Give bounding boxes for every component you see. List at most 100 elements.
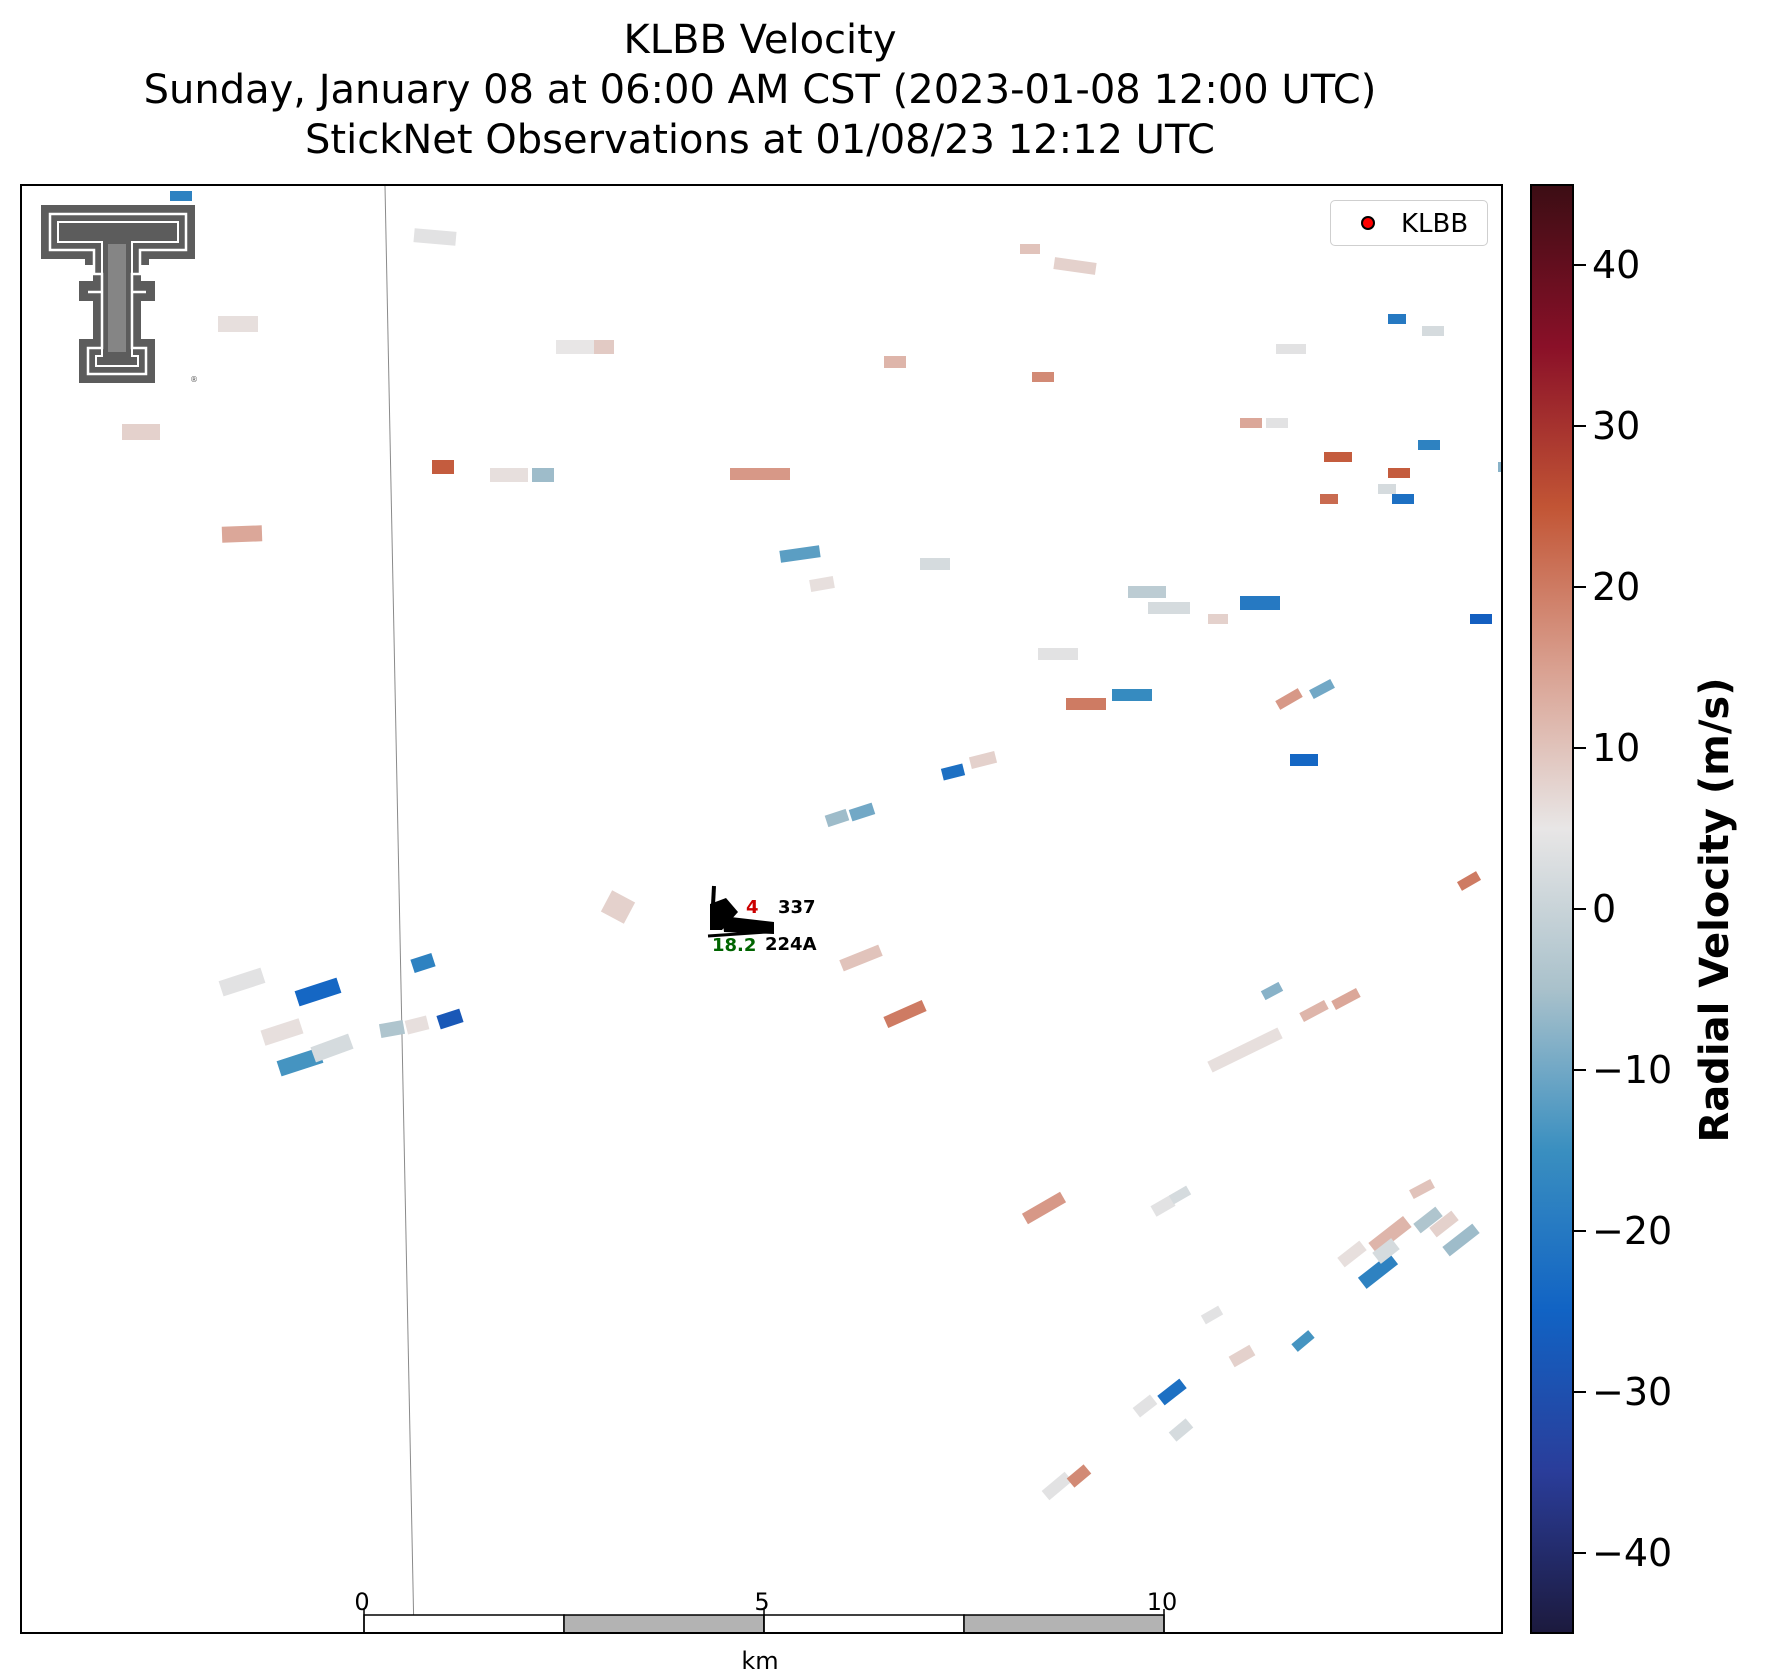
radar-gate bbox=[260, 1018, 304, 1046]
radar-map[interactable]: 4 337 18.2 224A ® KLBB bbox=[20, 184, 1503, 1634]
radar-gate bbox=[1266, 418, 1288, 428]
chart-subtitle-time: Sunday, January 08 at 06:00 AM CST (2023… bbox=[143, 67, 1377, 113]
radar-gate bbox=[968, 751, 998, 769]
radar-gate bbox=[1038, 648, 1078, 660]
radar-gate bbox=[1240, 418, 1262, 428]
sticknet-station-plot[interactable] bbox=[707, 885, 774, 938]
radar-gate bbox=[122, 424, 160, 440]
radar-gate bbox=[1320, 494, 1338, 504]
county-boundary-line bbox=[384, 186, 415, 1632]
colorbar-tick bbox=[1574, 1391, 1586, 1394]
radar-gate bbox=[1128, 586, 1166, 598]
radar-gate bbox=[436, 1008, 464, 1030]
radar-gate bbox=[883, 999, 927, 1029]
radar-gate bbox=[779, 545, 821, 563]
radar-gate bbox=[221, 525, 263, 543]
radar-gate bbox=[839, 944, 883, 972]
radar-gate bbox=[294, 977, 342, 1007]
radar-gate bbox=[1168, 1185, 1192, 1205]
radar-gate bbox=[532, 468, 554, 482]
radar-gate bbox=[1132, 1394, 1158, 1418]
radar-gate bbox=[1442, 1223, 1480, 1257]
radar-gate bbox=[1240, 596, 1280, 610]
map-legend: KLBB bbox=[1330, 200, 1488, 246]
radar-gate bbox=[1148, 602, 1190, 614]
radar-gate bbox=[1290, 754, 1318, 766]
radar-gate bbox=[410, 952, 436, 974]
radar-gate bbox=[1388, 468, 1410, 478]
radar-gate bbox=[1032, 372, 1054, 382]
radar-gate bbox=[432, 460, 454, 474]
colorbar-tick-label: −40 bbox=[1592, 1531, 1673, 1576]
colorbar-tick-label: 0 bbox=[1592, 887, 1617, 931]
radar-gate bbox=[1299, 1000, 1329, 1022]
colorbar-tick bbox=[1574, 746, 1586, 749]
radar-gate bbox=[1276, 344, 1306, 354]
radar-gate bbox=[1357, 1253, 1399, 1289]
radar-gate bbox=[920, 558, 950, 570]
svg-text:®: ® bbox=[190, 375, 198, 384]
radar-gate bbox=[1041, 1471, 1073, 1501]
colorbar-tick bbox=[1574, 1552, 1586, 1555]
radar-gate bbox=[884, 356, 906, 368]
radar-gate bbox=[1021, 1191, 1067, 1225]
radar-gate bbox=[1200, 1305, 1224, 1325]
radar-gate bbox=[404, 1015, 430, 1035]
radar-gate bbox=[1409, 1178, 1435, 1200]
station-wind-value: 18.2 bbox=[712, 935, 757, 956]
scale-segment-4 bbox=[963, 1614, 1165, 1632]
radar-gate bbox=[1337, 1240, 1367, 1268]
scale-segment-2 bbox=[563, 1614, 765, 1632]
scale-segment-1 bbox=[363, 1614, 565, 1632]
radar-gate bbox=[594, 340, 614, 354]
radar-gate bbox=[1324, 452, 1352, 462]
legend-label: KLBB bbox=[1401, 209, 1469, 239]
radar-gate bbox=[1066, 1464, 1092, 1488]
radar-gate bbox=[1498, 462, 1501, 472]
colorbar-tick-label: 30 bbox=[1592, 403, 1641, 448]
radar-gate bbox=[1275, 688, 1303, 710]
scalebar-unit: km bbox=[741, 1647, 779, 1675]
colorbar-tick-label: −10 bbox=[1592, 1048, 1673, 1093]
texas-tech-logo-icon: ® bbox=[40, 204, 198, 390]
radar-gate bbox=[1291, 1330, 1315, 1352]
radar-gate bbox=[1157, 1378, 1187, 1406]
scale-segment-3 bbox=[763, 1614, 965, 1632]
chart-title: KLBB Velocity bbox=[623, 17, 897, 63]
radar-gate bbox=[1208, 614, 1228, 624]
colorbar-tick bbox=[1574, 585, 1586, 588]
radar-gate bbox=[378, 1020, 406, 1038]
radar-gate bbox=[1331, 988, 1361, 1010]
radar-gate bbox=[170, 191, 192, 201]
colorbar-tick-label: 10 bbox=[1592, 725, 1641, 770]
radar-gate bbox=[218, 967, 266, 997]
radar-gate bbox=[1020, 244, 1040, 254]
radar-gate bbox=[1456, 871, 1482, 891]
radar-gate bbox=[1470, 614, 1492, 624]
colorbar-tick-label: 40 bbox=[1592, 242, 1641, 287]
wind-barb-flag bbox=[710, 898, 738, 930]
colorbar bbox=[1530, 184, 1574, 1634]
colorbar-tick bbox=[1574, 1069, 1586, 1072]
radar-gates bbox=[122, 191, 1501, 1501]
radar-gate bbox=[940, 763, 966, 781]
station-id-224a: 224A bbox=[765, 934, 817, 955]
radar-gate bbox=[1418, 440, 1440, 450]
radar-gate bbox=[1150, 1195, 1176, 1217]
klbb-marker-icon bbox=[1361, 216, 1375, 230]
radar-gate bbox=[413, 228, 457, 246]
scalebar-label-5: 5 bbox=[754, 1588, 770, 1616]
scalebar-label-10: 10 bbox=[1146, 1588, 1178, 1616]
radar-gate bbox=[1309, 678, 1335, 700]
colorbar-tick-label: 20 bbox=[1592, 564, 1641, 609]
radar-gate bbox=[1112, 689, 1152, 701]
radar-gate bbox=[1368, 1215, 1412, 1255]
radar-gate bbox=[824, 808, 850, 828]
colorbar-tick bbox=[1574, 1230, 1586, 1233]
colorbar-label: Radial Velocity (m/s) bbox=[1692, 677, 1738, 1143]
radar-gate bbox=[1228, 1344, 1256, 1368]
radar-gate bbox=[490, 468, 528, 482]
radar-gate bbox=[809, 576, 835, 592]
radar-gate bbox=[1422, 326, 1444, 336]
radar-gate bbox=[310, 1033, 354, 1063]
